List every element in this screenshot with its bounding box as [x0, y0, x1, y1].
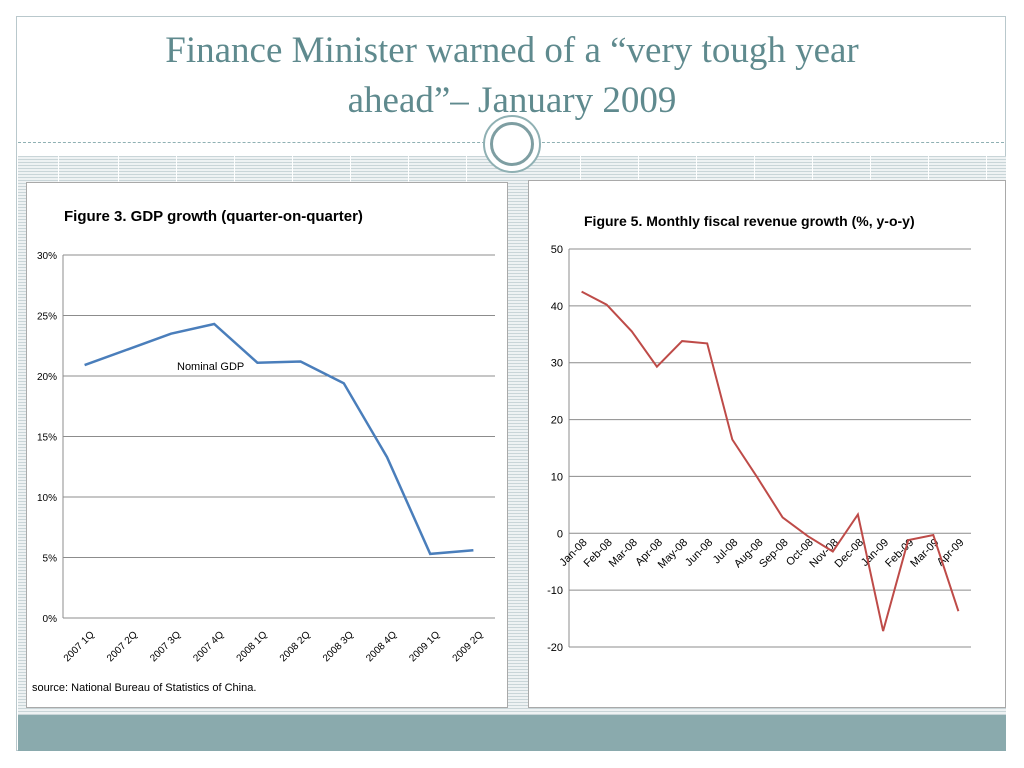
gdp-xtick-label: 2008 3Q [321, 629, 356, 664]
fiscal-xtick-label: Sep-08 [757, 537, 791, 571]
gdp-growth-chart: Figure 3. GDP growth (quarter-on-quarter… [32, 208, 495, 694]
slide-title: Finance Minister warned of a “very tough… [20, 26, 1004, 126]
header-stripe-ticks [18, 156, 1006, 182]
fiscal-ytick-label: 50 [551, 244, 563, 256]
gdp-series-line [84, 322, 474, 556]
gdp-xtick-label: 2008 1Q [235, 629, 270, 664]
fiscal-ytick-label: 30 [551, 358, 563, 370]
footer-bar [18, 715, 1006, 751]
gdp-ytick-label: 25% [37, 312, 57, 323]
fiscal-ytick-label: -10 [547, 585, 563, 597]
fiscal-series-line [581, 290, 960, 632]
gdp-xtick-label: 2009 1Q [407, 629, 442, 664]
fiscal-xtick-label: Dec-08 [832, 537, 866, 571]
gdp-xtick-label: 2007 4Q [191, 629, 226, 664]
fiscal-ytick-label: 0 [557, 528, 563, 540]
gdp-ytick-label: 15% [37, 433, 57, 444]
fiscal-revenue-chart: Figure 5. Monthly fiscal revenue growth … [547, 213, 971, 654]
gdp-chart-title: Figure 3. GDP growth (quarter-on-quarter… [64, 208, 363, 225]
fiscal-ytick-label: 20 [551, 415, 563, 427]
gdp-chart-panel: Figure 3. GDP growth (quarter-on-quarter… [26, 182, 508, 708]
fiscal-chart-title: Figure 5. Monthly fiscal revenue growth … [584, 213, 915, 229]
gdp-xtick-label: 2008 4Q [364, 629, 399, 664]
circle-ornament-icon [483, 115, 541, 173]
gdp-ytick-label: 20% [37, 372, 57, 383]
gdp-xtick-label: 2007 3Q [148, 629, 183, 664]
gdp-ytick-label: 0% [43, 614, 58, 625]
left-stripe-band [18, 180, 26, 715]
fiscal-ytick-label: 10 [551, 471, 563, 483]
fiscal-xtick-label: Jun-08 [683, 537, 715, 569]
fiscal-ytick-label: -20 [547, 642, 563, 654]
bottom-stripe-band [18, 708, 1006, 716]
fiscal-xtick-label: Mar-08 [607, 537, 640, 570]
gdp-xtick-label: 2007 2Q [105, 629, 140, 664]
gdp-ytick-label: 10% [37, 493, 57, 504]
gdp-ytick-label: 30% [37, 251, 57, 262]
slide-title-line-1: Finance Minister warned of a “very tough… [165, 30, 859, 71]
gdp-xtick-label: 2009 2Q [451, 629, 486, 664]
gdp-series-label: Nominal GDP [177, 361, 244, 373]
gdp-chart-source: source: National Bureau of Statistics of… [32, 682, 256, 694]
slide-title-line-2: ahead”– January 2009 [347, 80, 677, 121]
gdp-ytick-label: 5% [43, 554, 58, 565]
gdp-xtick-label: 2007 1Q [62, 629, 97, 664]
middle-stripe-band [508, 180, 528, 715]
gdp-xtick-label: 2008 2Q [278, 629, 313, 664]
fiscal-revenue-chart-panel: Figure 5. Monthly fiscal revenue growth … [528, 180, 1006, 708]
fiscal-ytick-label: 40 [551, 301, 563, 313]
